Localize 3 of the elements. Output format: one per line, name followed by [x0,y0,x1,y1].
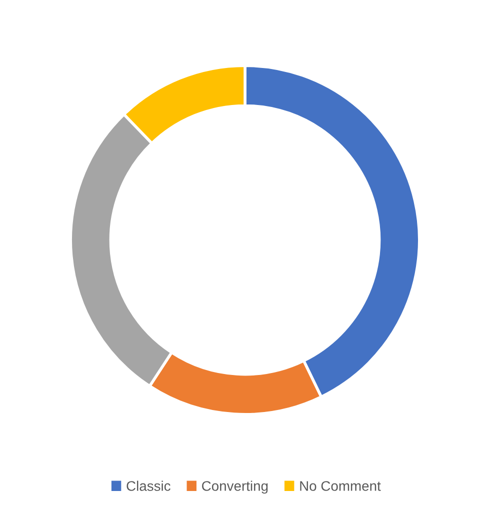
legend-label: No Comment [300,481,381,491]
legend-label: Classic [126,480,170,491]
legend-label: Converting [202,480,268,494]
